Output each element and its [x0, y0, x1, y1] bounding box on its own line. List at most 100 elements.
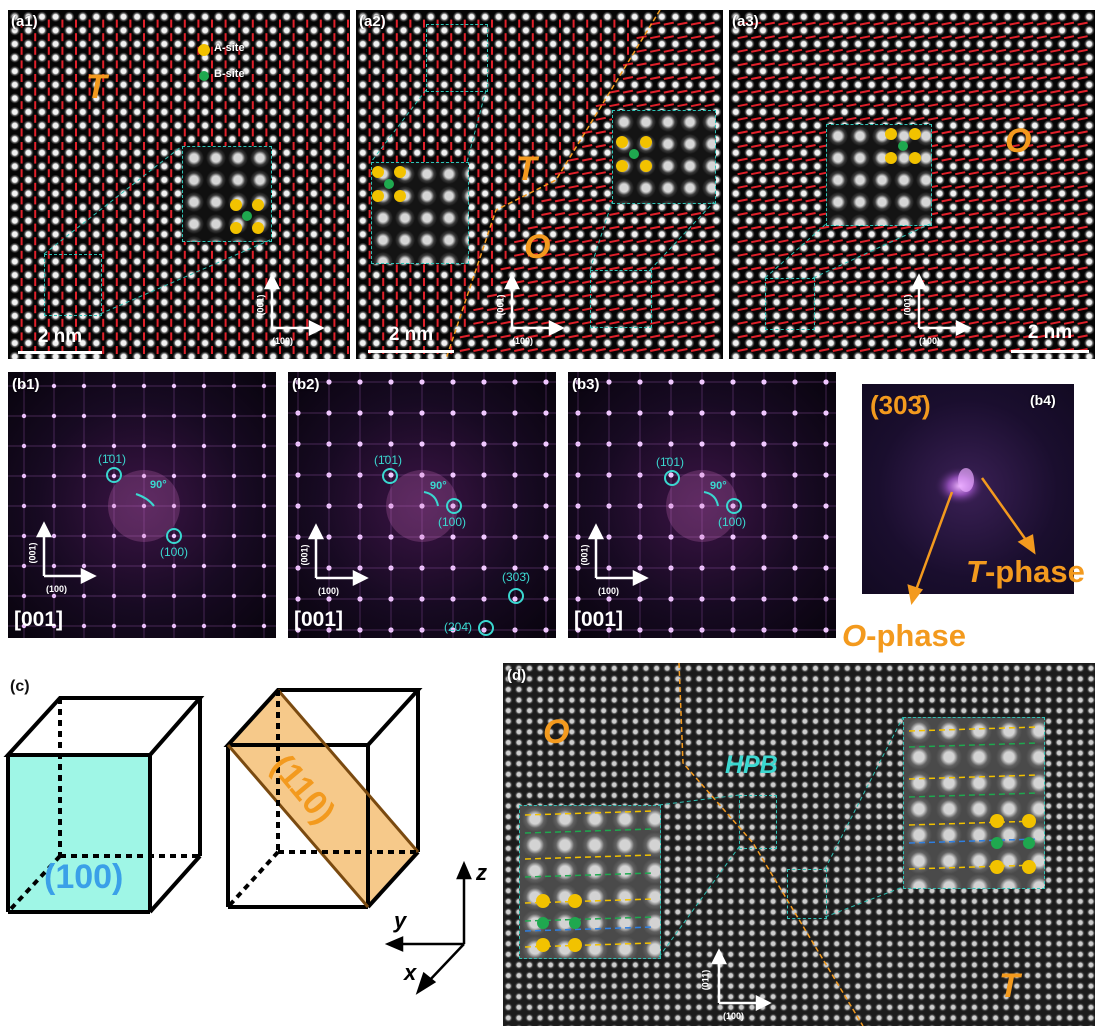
d-b-site-atom	[1023, 837, 1035, 849]
fft-spot	[111, 533, 117, 539]
dipole-arrow	[941, 307, 952, 312]
dipole-arrow	[819, 239, 830, 244]
fft-spot	[668, 596, 674, 602]
dipole-arrow	[1063, 198, 1075, 203]
dipole-arrow	[595, 334, 606, 339]
fft-spot	[481, 534, 487, 540]
dipole-arrow	[1063, 252, 1075, 257]
dipole-arrow	[832, 21, 843, 26]
dipole-arrow	[887, 89, 898, 94]
fft-spot	[668, 627, 674, 633]
dipole-arrow	[764, 116, 775, 121]
dipole-arrow	[955, 266, 966, 271]
fft-spot	[141, 383, 147, 389]
dipole-arrow	[663, 225, 674, 230]
dipole-arrow	[1023, 320, 1034, 325]
dipole-arrow	[968, 21, 979, 26]
dipole-arrow	[805, 48, 816, 53]
dipole-arrow	[955, 48, 966, 53]
dipole-arrow	[859, 225, 871, 230]
dipole-arrow	[677, 252, 688, 257]
dipole-arrow	[955, 252, 966, 257]
dipole-arrow	[690, 334, 702, 339]
dipole-arrow	[955, 239, 966, 244]
fft-spot	[730, 410, 736, 416]
fft-spot	[21, 443, 27, 449]
fft-spot	[51, 413, 57, 419]
dipole-arrow	[764, 184, 775, 189]
dipole-arrow	[805, 225, 816, 230]
angle-arc	[703, 491, 719, 507]
fft-spot	[419, 379, 425, 385]
dipole-arrow	[486, 348, 498, 352]
dipole-arrow	[1009, 198, 1020, 203]
fft-spot	[699, 441, 705, 447]
dipole-arrow	[995, 307, 1007, 312]
fft-spot	[792, 379, 798, 385]
fft-spot	[51, 563, 57, 569]
fft-spot	[730, 503, 736, 509]
dipole-arrow	[1063, 89, 1075, 94]
dipole-arrow	[751, 225, 762, 230]
dipole-arrow	[677, 293, 688, 298]
fft-center-glow	[108, 470, 180, 542]
dipole-arrow	[805, 348, 816, 352]
fft-spot	[823, 472, 829, 478]
dipole-arrow	[900, 76, 911, 80]
dipole-arrow	[941, 62, 952, 67]
dipole-arrow	[859, 116, 871, 121]
dipole-arrow	[832, 239, 843, 244]
fft-spot	[141, 593, 147, 599]
dipole-arrow	[927, 48, 939, 53]
dipole-arrow	[595, 103, 606, 108]
a2-a-site-atom	[640, 160, 652, 172]
dipole-arrow	[1036, 212, 1047, 216]
fft-spot	[668, 503, 674, 509]
dipole-arrow	[941, 171, 952, 176]
dipole-arrow	[1050, 144, 1061, 148]
dipole-arrow	[1023, 239, 1034, 244]
dipole-arrow	[1063, 130, 1075, 135]
spot-marker-101bar	[664, 470, 680, 486]
fft-spot	[51, 623, 57, 629]
dipole-arrow	[955, 35, 966, 40]
panel-b2-fft: (b2) (1̄01) (100) (303̄) (204̄) 90° (001…	[288, 372, 556, 638]
fft-spot	[357, 534, 363, 540]
dipole-arrow	[1036, 130, 1047, 135]
dipole-arrow	[955, 307, 966, 312]
dipole-arrow	[737, 293, 748, 298]
dipole-arrow	[846, 21, 857, 26]
fft-spot	[450, 534, 456, 540]
dipole-arrow	[650, 62, 661, 67]
dipole-arrow	[968, 48, 979, 53]
dipole-arrow	[1077, 103, 1088, 108]
dipole-arrow	[941, 252, 952, 257]
dipole-arrow	[751, 239, 762, 244]
dipole-arrow	[914, 116, 925, 121]
fft-spot	[171, 623, 177, 629]
fft-spot	[201, 593, 207, 599]
dipole-arrow	[982, 48, 993, 53]
dipole-arrow	[677, 103, 688, 108]
dipole-arrow	[595, 280, 606, 284]
cube-110	[223, 688, 423, 909]
fft-spot	[388, 441, 394, 447]
phase-label-o: O	[543, 713, 570, 751]
fft-spot	[357, 503, 363, 509]
dipole-arrow	[1050, 116, 1061, 121]
dipole-arrow	[650, 103, 661, 108]
dipole-arrow	[914, 266, 925, 271]
dipole-arrow	[1023, 130, 1034, 135]
dipole-arrow	[805, 307, 816, 312]
dipole-arrow	[778, 334, 789, 339]
dipole-arrow	[764, 212, 775, 216]
dipole-arrow	[764, 130, 775, 135]
fft-spot	[730, 379, 736, 385]
fft-spot	[201, 503, 207, 509]
panel-label-b3: (b3)	[572, 376, 600, 393]
fft-spot	[357, 410, 363, 416]
dipole-arrow	[791, 198, 803, 203]
dipole-arrow	[778, 157, 789, 162]
dipole-arrow	[1009, 89, 1020, 94]
dipole-arrow	[636, 320, 647, 325]
